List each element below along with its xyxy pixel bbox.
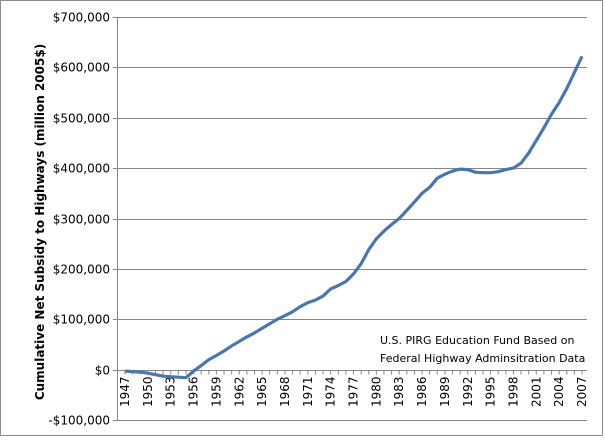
y-tick-label: $300,000 <box>53 213 110 227</box>
source-note-line-1: U.S. PIRG Education Fund Based on <box>380 334 574 347</box>
series-line <box>124 55 584 380</box>
x-tick-label: 1989 <box>438 377 452 408</box>
x-tick-label: 1980 <box>369 377 383 408</box>
x-tick-label: 1962 <box>232 377 246 408</box>
x-tick-label: 2007 <box>575 377 589 408</box>
x-tick-label: 1992 <box>461 377 475 408</box>
x-tick-label: 1959 <box>209 377 223 408</box>
y-tick-label: $200,000 <box>53 263 110 277</box>
y-tick-label: $400,000 <box>53 162 110 176</box>
source-note-line-2: Federal Highway Adminsitration Data <box>380 352 585 365</box>
x-tick-label: 1956 <box>187 377 201 408</box>
x-tick-label: 2001 <box>529 377 543 408</box>
x-tick-label: 1983 <box>392 377 406 408</box>
x-tick-label: 1971 <box>301 377 315 408</box>
x-tick-label: 1998 <box>506 377 520 408</box>
y-tick-label: $0 <box>95 364 110 378</box>
y-axis-label: Cumulative Net Subsidy to Highways (mill… <box>33 44 47 400</box>
x-tick-label: 1953 <box>164 377 178 408</box>
x-tick-label: 1965 <box>255 377 269 408</box>
y-tick-label: $500,000 <box>53 112 110 126</box>
y-tick-label: $600,000 <box>53 61 110 75</box>
x-tick-label: 1950 <box>141 377 155 408</box>
x-tick-label: 2004 <box>552 377 566 408</box>
x-tick-label: 1995 <box>484 377 498 408</box>
x-tick-label: 1986 <box>415 377 429 408</box>
x-tick-label: 1977 <box>347 377 361 408</box>
x-tick-label: 1968 <box>278 377 292 408</box>
x-tick-label: 1947 <box>118 377 132 408</box>
y-tick-label: $700,000 <box>53 11 110 25</box>
x-tick-label: 1974 <box>324 377 338 408</box>
y-tick-label: $100,000 <box>53 313 110 327</box>
y-tick-label: -$100,000 <box>48 414 110 428</box>
